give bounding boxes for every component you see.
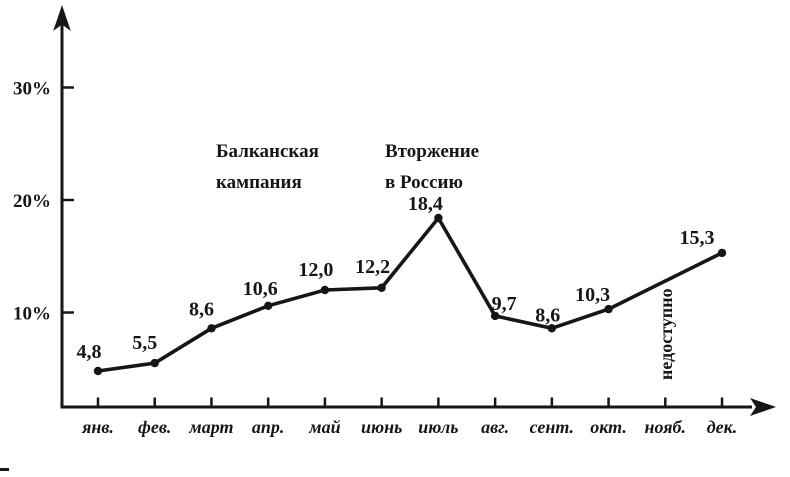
month-label: июль [418,417,458,437]
data-point [150,358,159,368]
annotation-line: в Россию [385,172,463,193]
data-point [320,285,330,295]
event-annotations: Балканская кампания Вторжение в Россию [216,141,479,193]
y-tick-label: 10% [13,304,51,325]
month-label: апр. [252,417,285,437]
x-axis-month-labels: янв. фев. март апр. май июнь июль авг. сент. окт.… [81,417,737,437]
month-label: март [188,417,233,437]
month-label: окт. [590,417,627,437]
data-value-label: 15,3 [680,227,715,249]
x-axis-arrowhead [750,398,776,416]
data-value-label: 5,5 [132,332,157,354]
data-value-label: 12,0 [298,259,333,281]
data-point [264,301,273,310]
data-point [434,213,443,223]
data-value-label: 10,3 [575,284,610,306]
month-label: сент. [530,417,574,437]
data-value-label: 10,6 [243,278,278,300]
y-axis-labels: 10% 20% 30% [13,79,51,325]
data-value-label: 18,4 [408,193,443,215]
month-label: нояб. [645,417,687,437]
y-tick-label: 20% [13,191,51,212]
data-value-label: 8,6 [189,298,214,320]
data-value-label: 9,7 [492,293,517,315]
data-point [547,324,556,333]
scan-artifact-mark [0,468,9,471]
y-axis-arrowhead [53,5,71,31]
month-label: июнь [361,417,402,437]
data-point [490,311,500,321]
data-value-labels: 4,8 5,5 8,6 10,6 12,0 12,2 18,4 9,7 8,6 10,3 15,3 [77,193,715,363]
data-value-label: 8,6 [535,304,560,326]
data-points [93,213,727,376]
data-point [207,324,216,333]
month-label: авг. [481,417,509,437]
unavailable-vertical-label: недоступно [656,288,676,380]
x-axis-ticks [96,397,724,407]
data-point [717,248,727,258]
annotation-line: кампания [216,172,302,193]
y-tick-label: 30% [13,79,51,100]
data-line [97,214,723,373]
missing-data-label: недоступно [656,288,676,380]
data-point [93,366,103,376]
data-point [377,283,386,292]
y-axis-ticks [62,86,74,314]
data-point [604,304,613,314]
month-label: фев. [138,417,171,437]
data-value-label: 4,8 [77,341,102,363]
month-label: дек. [707,417,738,437]
annotation-line: Балканская [216,141,319,162]
series-polyline [97,214,723,373]
scan-artifact [0,468,9,471]
month-label: май [308,417,340,437]
data-value-label: 12,2 [355,256,390,278]
month-label: янв. [81,417,114,437]
annotation-line: Вторжение [385,141,479,162]
